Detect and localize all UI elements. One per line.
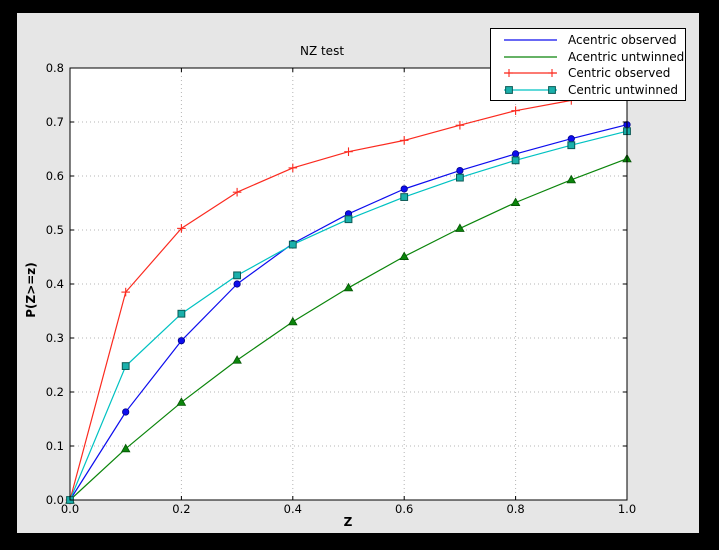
data-point-square [344, 215, 353, 224]
legend-square-marker [548, 85, 556, 94]
data-point-circle [400, 185, 408, 193]
data-point-square [567, 141, 576, 150]
legend-item: Acentric untwinned [491, 49, 685, 66]
data-point-triangle [510, 197, 521, 206]
data-point-square [400, 193, 409, 201]
data-point-square [177, 309, 186, 318]
x-axis-label: Z [343, 515, 353, 529]
legend: Acentric observed Acentric untwinned Cen… [490, 28, 686, 101]
y-tick-label: 0.8 [46, 61, 64, 75]
legend-sample-centric-observed [504, 69, 557, 78]
data-point-triangle [232, 355, 242, 364]
legend-sample-centric-untwinned [504, 85, 557, 94]
y-tick-label: 0.3 [46, 331, 64, 345]
legend-item: Centric untwinned [491, 82, 685, 99]
y-tick-label: 0.1 [46, 439, 64, 453]
data-point-circle [567, 135, 575, 143]
legend-sample-acentric-observed [504, 39, 557, 41]
x-tick-label: 0.0 [61, 502, 79, 516]
chart-title: NZ test [299, 44, 345, 58]
legend-item: Acentric observed [491, 32, 685, 49]
x-tick-label: 0.6 [395, 502, 413, 516]
data-point-circle [177, 337, 185, 345]
data-point-square [456, 173, 464, 182]
data-point-square [288, 240, 297, 249]
data-point-triangle [120, 443, 131, 453]
data-point-triangle [288, 316, 298, 326]
legend-label: Centric observed [568, 66, 671, 81]
data-point-square [511, 156, 520, 165]
legend-label: Acentric untwinned [568, 49, 685, 64]
y-tick-label: 0.6 [46, 169, 64, 183]
y-tick-label: 0.0 [46, 493, 64, 507]
data-point-circle [511, 150, 520, 158]
data-point-triangle [343, 282, 354, 292]
data-point-circle [233, 280, 241, 288]
data-point-circle [456, 167, 464, 175]
y-tick-label: 0.2 [46, 385, 64, 399]
legend-label: Acentric observed [568, 33, 677, 48]
x-tick-label: 0.8 [506, 502, 524, 516]
y-tick-label: 0.4 [46, 277, 64, 291]
data-point-square [233, 271, 241, 280]
data-point-circle [122, 408, 130, 416]
data-point-triangle [455, 223, 465, 232]
legend-sample-acentric-untwinned [504, 56, 557, 58]
data-point-triangle [399, 251, 409, 260]
legend-square-marker [505, 85, 513, 94]
legend-label: Centric untwinned [568, 82, 679, 97]
y-tick-label: 0.7 [46, 115, 64, 129]
x-tick-label: 1.0 [618, 502, 636, 516]
y-tick-label: 0.5 [46, 223, 64, 237]
data-point-triangle [566, 174, 577, 184]
x-tick-label: 0.4 [284, 502, 302, 516]
y-axis-label: P(Z>=z) [24, 262, 38, 318]
legend-item: Centric observed [491, 65, 685, 82]
x-tick-label: 0.2 [172, 502, 190, 516]
data-point-triangle [176, 397, 187, 406]
data-point-square [121, 362, 130, 370]
